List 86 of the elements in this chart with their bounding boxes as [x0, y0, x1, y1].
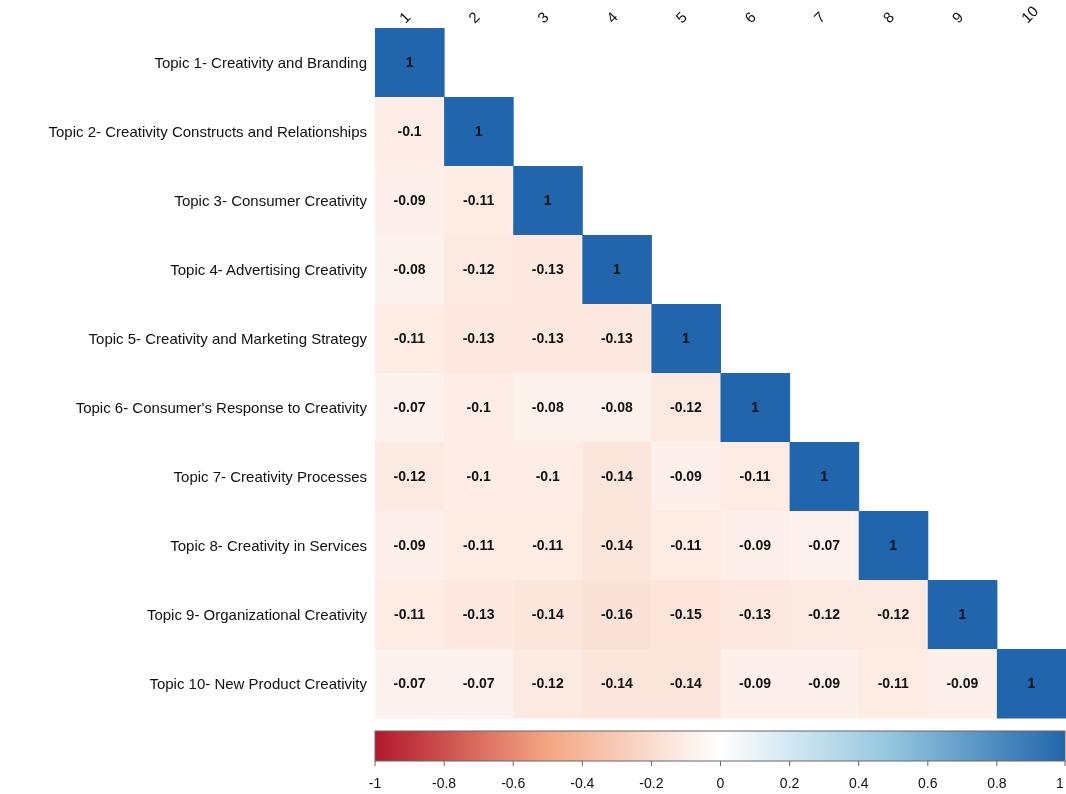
data-label: 1	[1027, 675, 1036, 692]
color-bar-label: -1	[368, 775, 382, 791]
data-label: -0.13	[462, 606, 495, 623]
data-label: -0.07	[462, 675, 495, 692]
color-bar-label: 1	[1056, 775, 1065, 791]
data-label: -0.09	[946, 675, 979, 692]
data-label: -0.13	[739, 606, 772, 623]
color-bar-label: 0.8	[987, 775, 1007, 791]
data-label: -0.08	[531, 399, 564, 416]
x-tick-label: 8	[879, 8, 898, 27]
y-tick-label: Topic 6- Consumer's Response to Creativity	[75, 398, 368, 416]
data-label: -0.11	[463, 192, 495, 209]
data-label: 1	[820, 468, 829, 485]
y-tick-label: Topic 10- New Product Creativity	[149, 674, 368, 692]
data-label: -0.11	[532, 537, 564, 554]
x-tick-label: 7	[810, 8, 829, 27]
x-tick-label: 5	[672, 8, 690, 27]
data-label: -0.07	[808, 537, 841, 554]
data-label: -0.11	[739, 468, 771, 485]
data-label: -0.1	[535, 468, 561, 485]
data-label: -0.13	[462, 330, 495, 347]
data-label: -0.14	[669, 675, 703, 692]
data-label: 1	[682, 330, 691, 347]
data-label: -0.13	[600, 330, 634, 347]
data-label: -0.11	[877, 675, 910, 692]
data-label: -0.12	[531, 675, 564, 692]
data-label: -0.11	[393, 606, 426, 623]
data-label: -0.11	[670, 537, 702, 554]
color-bar-label: -0.4	[570, 775, 595, 791]
data-label: 1	[889, 537, 898, 554]
data-label: 1	[474, 123, 483, 140]
data-label: -0.14	[600, 537, 634, 554]
x-tick-label: 2	[464, 8, 483, 27]
data-label: -0.09	[393, 192, 426, 209]
x-tick-label: 4	[602, 8, 621, 27]
data-label: 1	[405, 54, 414, 71]
y-tick-label: Topic 1- Creativity and Branding	[154, 53, 367, 71]
data-label: -0.09	[739, 537, 772, 554]
data-label: -0.13	[531, 261, 564, 278]
color-bar-label: 0.6	[918, 775, 938, 791]
color-bar-label: -0.2	[639, 775, 664, 791]
data-label: -0.14	[600, 675, 634, 692]
data-label: -0.14	[531, 606, 564, 623]
data-label: -0.16	[600, 606, 634, 623]
y-tick-label: Topic 4- Advertising Creativity	[170, 260, 368, 278]
color-bar-label: -0.6	[501, 775, 526, 791]
x-tick-label: 6	[741, 8, 760, 27]
data-label: -0.08	[600, 399, 634, 416]
x-tick-label: 3	[533, 8, 552, 27]
data-label: -0.09	[393, 537, 426, 554]
y-tick-label: Topic 7- Creativity Processes	[173, 467, 367, 485]
x-tick-label: 9	[948, 8, 967, 27]
color-bar-label: 0.4	[848, 775, 869, 791]
y-tick-label: Topic 5- Creativity and Marketing Strategy	[88, 329, 368, 347]
data-label: -0.1	[466, 399, 491, 416]
data-label: -0.12	[877, 606, 910, 623]
x-tick-label: 10	[1017, 2, 1042, 27]
color-bar-label: -0.8	[432, 775, 457, 791]
data-label: -0.12	[669, 399, 703, 416]
data-label: -0.09	[669, 468, 703, 485]
data-label: -0.07	[393, 675, 426, 692]
data-label: 1	[958, 606, 967, 623]
color-bar-label: 0	[716, 775, 725, 791]
data-label: 1	[543, 192, 552, 209]
x-tick-label: 1	[395, 8, 414, 27]
data-label: -0.11	[463, 537, 495, 554]
color-bar-label: 0.2	[779, 775, 800, 791]
data-label: -0.13	[531, 330, 564, 347]
data-label: 1	[612, 261, 621, 278]
data-label: -0.09	[808, 675, 841, 692]
data-label: 1	[751, 399, 760, 416]
data-label: -0.15	[669, 606, 703, 623]
y-tick-label: Topic 8- Creativity in Services	[170, 536, 367, 554]
data-label: -0.09	[739, 675, 772, 692]
data-label: -0.12	[808, 606, 841, 623]
data-label: -0.11	[393, 330, 426, 347]
data-label: -0.14	[600, 468, 634, 485]
data-label: -0.07	[393, 399, 426, 416]
data-label: -0.08	[393, 261, 426, 278]
data-label: -0.12	[393, 468, 426, 485]
data-label: -0.12	[462, 261, 495, 278]
y-tick-label: Topic 2- Creativity Constructs and Relationships	[48, 122, 367, 140]
data-label: -0.1	[466, 468, 491, 485]
data-label: -0.1	[397, 123, 422, 140]
y-tick-label: Topic 9- Organizational Creativity	[146, 605, 368, 623]
y-tick-label: Topic 3- Consumer Creativity	[174, 191, 368, 209]
